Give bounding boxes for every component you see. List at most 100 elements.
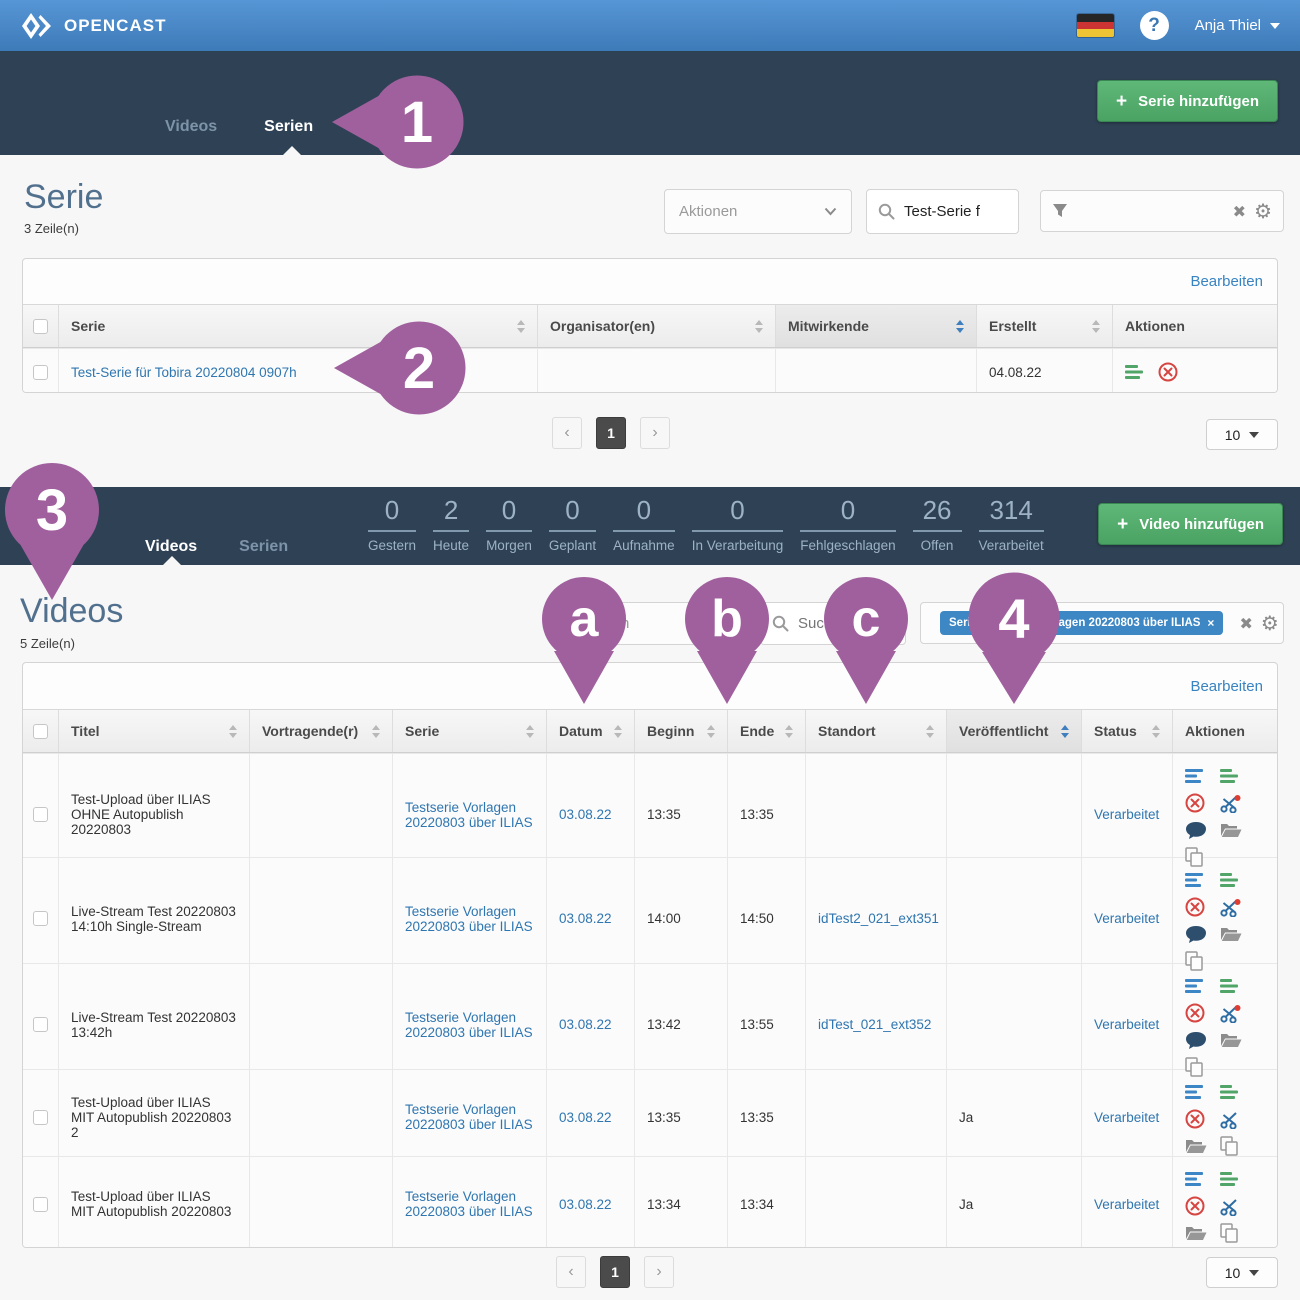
video-series-link[interactable]: Testserie Vorlagen 20220803 über ILIAS bbox=[405, 799, 533, 830]
series-details-icon[interactable] bbox=[1220, 1082, 1246, 1102]
stat-aufnahme[interactable]: 0 Aufnahme bbox=[613, 495, 675, 553]
series-details-icon[interactable] bbox=[1220, 766, 1246, 786]
delete-icon[interactable] bbox=[1185, 897, 1211, 917]
select-all-checkbox[interactable] bbox=[33, 318, 48, 334]
comments-icon[interactable] bbox=[1185, 924, 1211, 944]
stat-verarbeitet[interactable]: 314 Verarbeitet bbox=[978, 495, 1044, 553]
video-date-link[interactable]: 03.08.22 bbox=[559, 1109, 612, 1125]
tab-serien-bottom[interactable]: Serien bbox=[239, 538, 289, 555]
stat-in-verarbeitung[interactable]: 0 In Verarbeitung bbox=[691, 495, 784, 553]
row-checkbox[interactable] bbox=[33, 1196, 48, 1212]
event-details-icon[interactable] bbox=[1185, 1169, 1211, 1189]
assets-folder-icon[interactable] bbox=[1185, 1136, 1211, 1156]
assets-folder-icon[interactable] bbox=[1220, 924, 1246, 944]
video-series-link[interactable]: Testserie Vorlagen 20220803 über ILIAS bbox=[405, 1102, 533, 1132]
stat-offen[interactable]: 26 Offen bbox=[912, 496, 962, 553]
tab-videos-top[interactable]: Videos bbox=[165, 118, 218, 135]
filter-settings-gear-icon[interactable]: ⚙ bbox=[1254, 199, 1272, 223]
event-details-icon[interactable] bbox=[1185, 976, 1211, 996]
current-page-button[interactable]: 1 bbox=[596, 417, 626, 449]
duplicate-icon[interactable] bbox=[1185, 951, 1211, 971]
col-header-veroeffentlicht[interactable]: Veröffentlicht bbox=[947, 710, 1082, 752]
add-video-button[interactable]: + Video hinzufügen bbox=[1098, 503, 1283, 545]
series-actions-dropdown[interactable]: Aktionen bbox=[664, 189, 852, 234]
editor-scissors-icon[interactable] bbox=[1220, 1109, 1246, 1129]
video-date-link[interactable]: 03.08.22 bbox=[559, 1017, 612, 1032]
clear-filters-icon[interactable]: ✖ bbox=[1239, 613, 1253, 633]
editor-scissors-icon[interactable] bbox=[1220, 793, 1246, 813]
assets-folder-icon[interactable] bbox=[1220, 820, 1246, 840]
row-checkbox[interactable] bbox=[33, 1109, 48, 1125]
video-date-link[interactable]: 03.08.22 bbox=[559, 807, 612, 822]
series-title-link[interactable]: Test-Serie für Tobira 20220804 0907h bbox=[71, 364, 297, 380]
video-date-link[interactable]: 03.08.22 bbox=[559, 911, 612, 926]
assets-folder-icon[interactable] bbox=[1185, 1223, 1211, 1243]
editor-scissors-icon[interactable] bbox=[1220, 1196, 1246, 1216]
video-status-link[interactable]: Verarbeitet bbox=[1094, 1109, 1160, 1125]
series-details-icon[interactable] bbox=[1220, 1169, 1246, 1189]
filter-settings-gear-icon[interactable]: ⚙ bbox=[1260, 611, 1279, 635]
col-header-datum[interactable]: Datum bbox=[547, 710, 635, 752]
delete-icon[interactable] bbox=[1185, 1109, 1211, 1129]
row-checkbox[interactable] bbox=[33, 911, 48, 926]
col-header-mitwirkende[interactable]: Mitwirkende bbox=[776, 305, 977, 347]
col-header-serie[interactable]: Serie bbox=[393, 710, 547, 752]
stat-heute[interactable]: 2 Heute bbox=[433, 495, 470, 553]
user-menu[interactable]: Anja Thiel bbox=[1195, 17, 1280, 34]
series-details-icon[interactable] bbox=[1220, 870, 1246, 890]
delete-icon[interactable] bbox=[1185, 1003, 1211, 1023]
clear-filters-icon[interactable]: ✖ bbox=[1232, 201, 1247, 221]
video-series-link[interactable]: Testserie Vorlagen 20220803 über ILIAS bbox=[405, 903, 533, 934]
current-page-button[interactable]: 1 bbox=[600, 1256, 630, 1288]
select-all-checkbox[interactable] bbox=[33, 723, 48, 739]
opencast-logo[interactable]: OPENCAST bbox=[20, 11, 166, 41]
event-details-icon[interactable] bbox=[1185, 1082, 1211, 1102]
video-status-link[interactable]: Verarbeitet bbox=[1094, 911, 1160, 926]
video-status-link[interactable]: Verarbeitet bbox=[1094, 1017, 1160, 1032]
comments-icon[interactable] bbox=[1185, 820, 1211, 840]
delete-series-icon[interactable] bbox=[1158, 362, 1178, 382]
duplicate-icon[interactable] bbox=[1185, 1057, 1211, 1077]
video-location-link[interactable]: idTest2_021_ext351 bbox=[818, 911, 939, 926]
next-page-button[interactable]: › bbox=[644, 1256, 674, 1288]
editor-scissors-icon[interactable] bbox=[1220, 897, 1246, 917]
comments-icon[interactable] bbox=[1185, 1030, 1211, 1050]
delete-icon[interactable] bbox=[1185, 1196, 1211, 1216]
stat-geplant[interactable]: 0 Geplant bbox=[548, 495, 597, 553]
videos-page-size-select[interactable]: 10 bbox=[1206, 1257, 1278, 1288]
col-header-serie[interactable]: Serie bbox=[59, 305, 538, 347]
series-edit-link[interactable]: Bearbeiten bbox=[1190, 273, 1263, 290]
series-details-icon[interactable] bbox=[1220, 976, 1246, 996]
filter-funnel-icon[interactable] bbox=[1052, 203, 1068, 219]
videos-edit-link[interactable]: Bearbeiten bbox=[1190, 677, 1263, 695]
prev-page-button[interactable]: ‹ bbox=[556, 1256, 586, 1288]
video-status-link[interactable]: Verarbeitet bbox=[1094, 1196, 1160, 1212]
event-details-icon[interactable] bbox=[1185, 766, 1211, 786]
col-header-standort[interactable]: Standort bbox=[806, 710, 947, 752]
stat-morgen[interactable]: 0 Morgen bbox=[486, 495, 532, 553]
col-header-titel[interactable]: Titel bbox=[59, 710, 250, 752]
video-status-link[interactable]: Verarbeitet bbox=[1094, 807, 1160, 822]
delete-icon[interactable] bbox=[1185, 793, 1211, 813]
series-page-size-select[interactable]: 10 bbox=[1206, 419, 1278, 450]
assets-folder-icon[interactable] bbox=[1220, 1030, 1246, 1050]
editor-scissors-icon[interactable] bbox=[1220, 1003, 1246, 1023]
row-checkbox[interactable] bbox=[33, 364, 48, 380]
col-header-vortragende[interactable]: Vortragende(r) bbox=[250, 710, 393, 752]
col-header-ende[interactable]: Ende bbox=[728, 710, 806, 752]
duplicate-icon[interactable] bbox=[1220, 1223, 1246, 1243]
col-header-erstellt[interactable]: Erstellt bbox=[977, 305, 1113, 347]
tab-serien-top[interactable]: Serien bbox=[264, 118, 314, 135]
video-location-link[interactable]: idTest_021_ext352 bbox=[818, 1017, 932, 1032]
remove-filter-icon[interactable]: × bbox=[1207, 616, 1215, 630]
event-details-icon[interactable] bbox=[1185, 870, 1211, 890]
add-series-button[interactable]: + Serie hinzufügen bbox=[1097, 80, 1278, 122]
duplicate-icon[interactable] bbox=[1220, 1136, 1246, 1156]
col-header-organisator[interactable]: Organisator(en) bbox=[538, 305, 776, 347]
col-header-beginn[interactable]: Beginn bbox=[635, 710, 728, 752]
stat-fehlgeschlagen[interactable]: 0 Fehlgeschlagen bbox=[800, 495, 896, 553]
series-details-icon[interactable] bbox=[1125, 365, 1144, 379]
series-search-input[interactable] bbox=[904, 203, 1007, 220]
prev-page-button[interactable]: ‹ bbox=[552, 417, 582, 449]
row-checkbox[interactable] bbox=[33, 1017, 48, 1032]
